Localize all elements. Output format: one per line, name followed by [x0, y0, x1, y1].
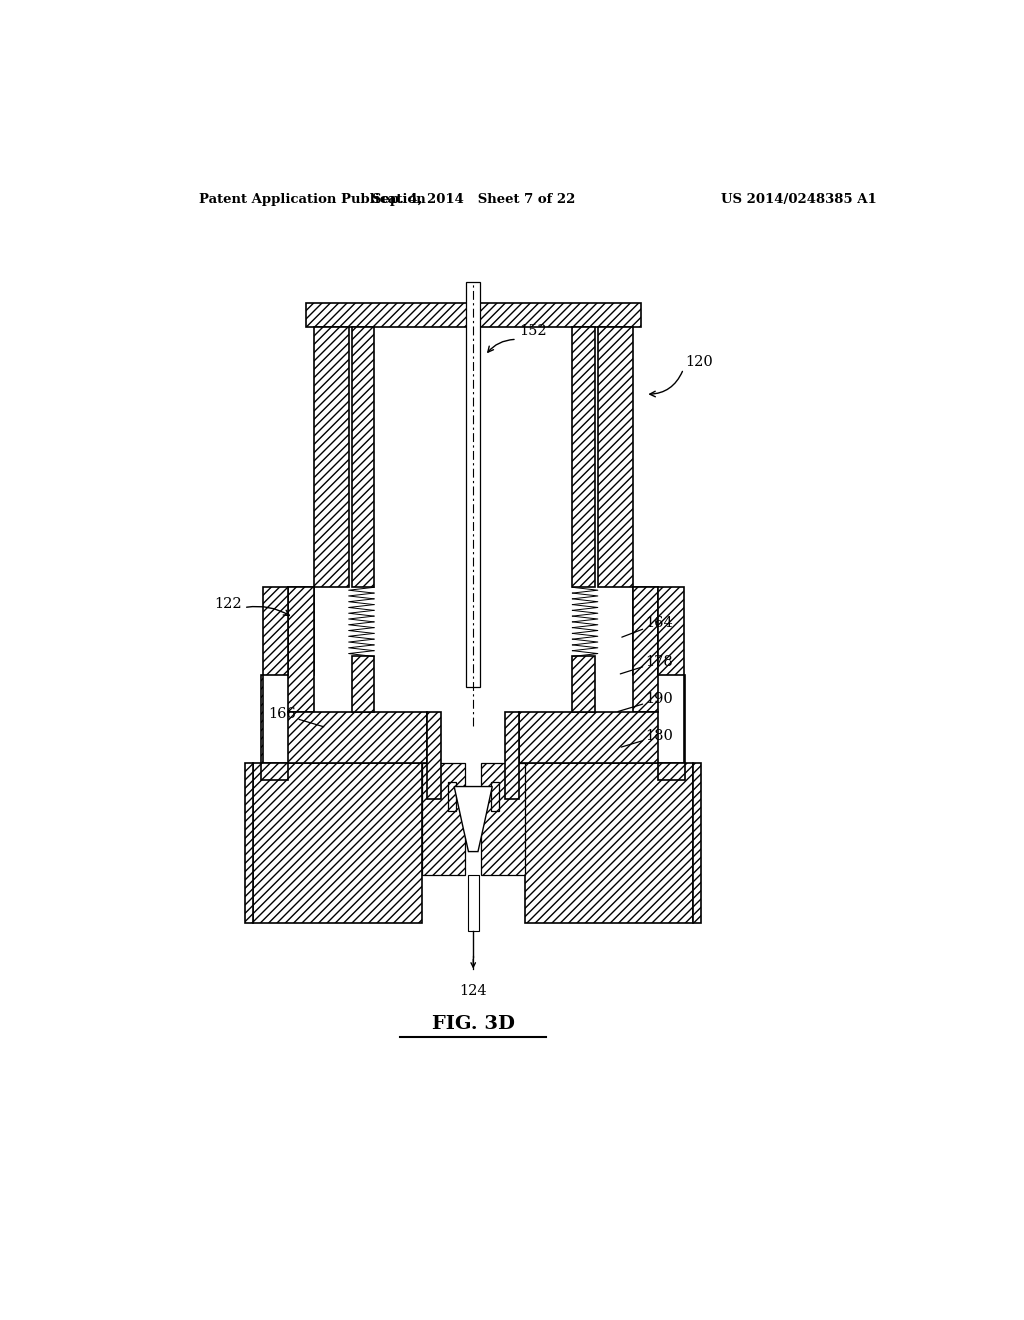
Polygon shape [693, 763, 701, 923]
Text: 166: 166 [268, 708, 324, 727]
Polygon shape [427, 713, 441, 799]
Polygon shape [633, 587, 658, 675]
Text: US 2014/0248385 A1: US 2014/0248385 A1 [721, 193, 877, 206]
Polygon shape [422, 763, 465, 875]
Polygon shape [466, 282, 480, 686]
Polygon shape [246, 763, 253, 923]
Polygon shape [352, 327, 374, 587]
Polygon shape [481, 763, 524, 875]
Polygon shape [313, 327, 348, 587]
FancyArrowPatch shape [247, 606, 290, 615]
Polygon shape [261, 713, 427, 780]
Polygon shape [352, 656, 374, 713]
Text: 120: 120 [685, 355, 713, 368]
Polygon shape [261, 675, 263, 780]
Text: 164: 164 [622, 616, 673, 638]
Polygon shape [572, 656, 595, 713]
Polygon shape [490, 783, 499, 810]
FancyArrowPatch shape [650, 371, 682, 397]
Polygon shape [524, 763, 693, 923]
Text: 178: 178 [621, 655, 673, 675]
FancyArrowPatch shape [487, 339, 514, 352]
Polygon shape [289, 587, 313, 713]
Polygon shape [598, 327, 633, 587]
Text: 180: 180 [622, 729, 674, 747]
Polygon shape [447, 783, 456, 810]
Polygon shape [479, 302, 641, 327]
Text: Sep. 4, 2014   Sheet 7 of 22: Sep. 4, 2014 Sheet 7 of 22 [372, 193, 574, 206]
Polygon shape [455, 787, 493, 851]
Polygon shape [468, 875, 479, 931]
Polygon shape [519, 713, 685, 780]
Text: 124: 124 [460, 983, 487, 998]
Polygon shape [633, 587, 658, 713]
Text: FIG. 3D: FIG. 3D [432, 1015, 515, 1034]
Text: 152: 152 [519, 325, 547, 338]
Polygon shape [658, 587, 684, 675]
Polygon shape [263, 587, 289, 675]
Text: 122: 122 [214, 597, 242, 611]
Polygon shape [253, 763, 422, 923]
Text: 190: 190 [617, 692, 673, 711]
Polygon shape [572, 327, 595, 587]
Polygon shape [289, 587, 313, 675]
Polygon shape [684, 675, 685, 780]
Polygon shape [306, 302, 467, 327]
Text: Patent Application Publication: Patent Application Publication [200, 193, 426, 206]
Polygon shape [505, 713, 519, 799]
